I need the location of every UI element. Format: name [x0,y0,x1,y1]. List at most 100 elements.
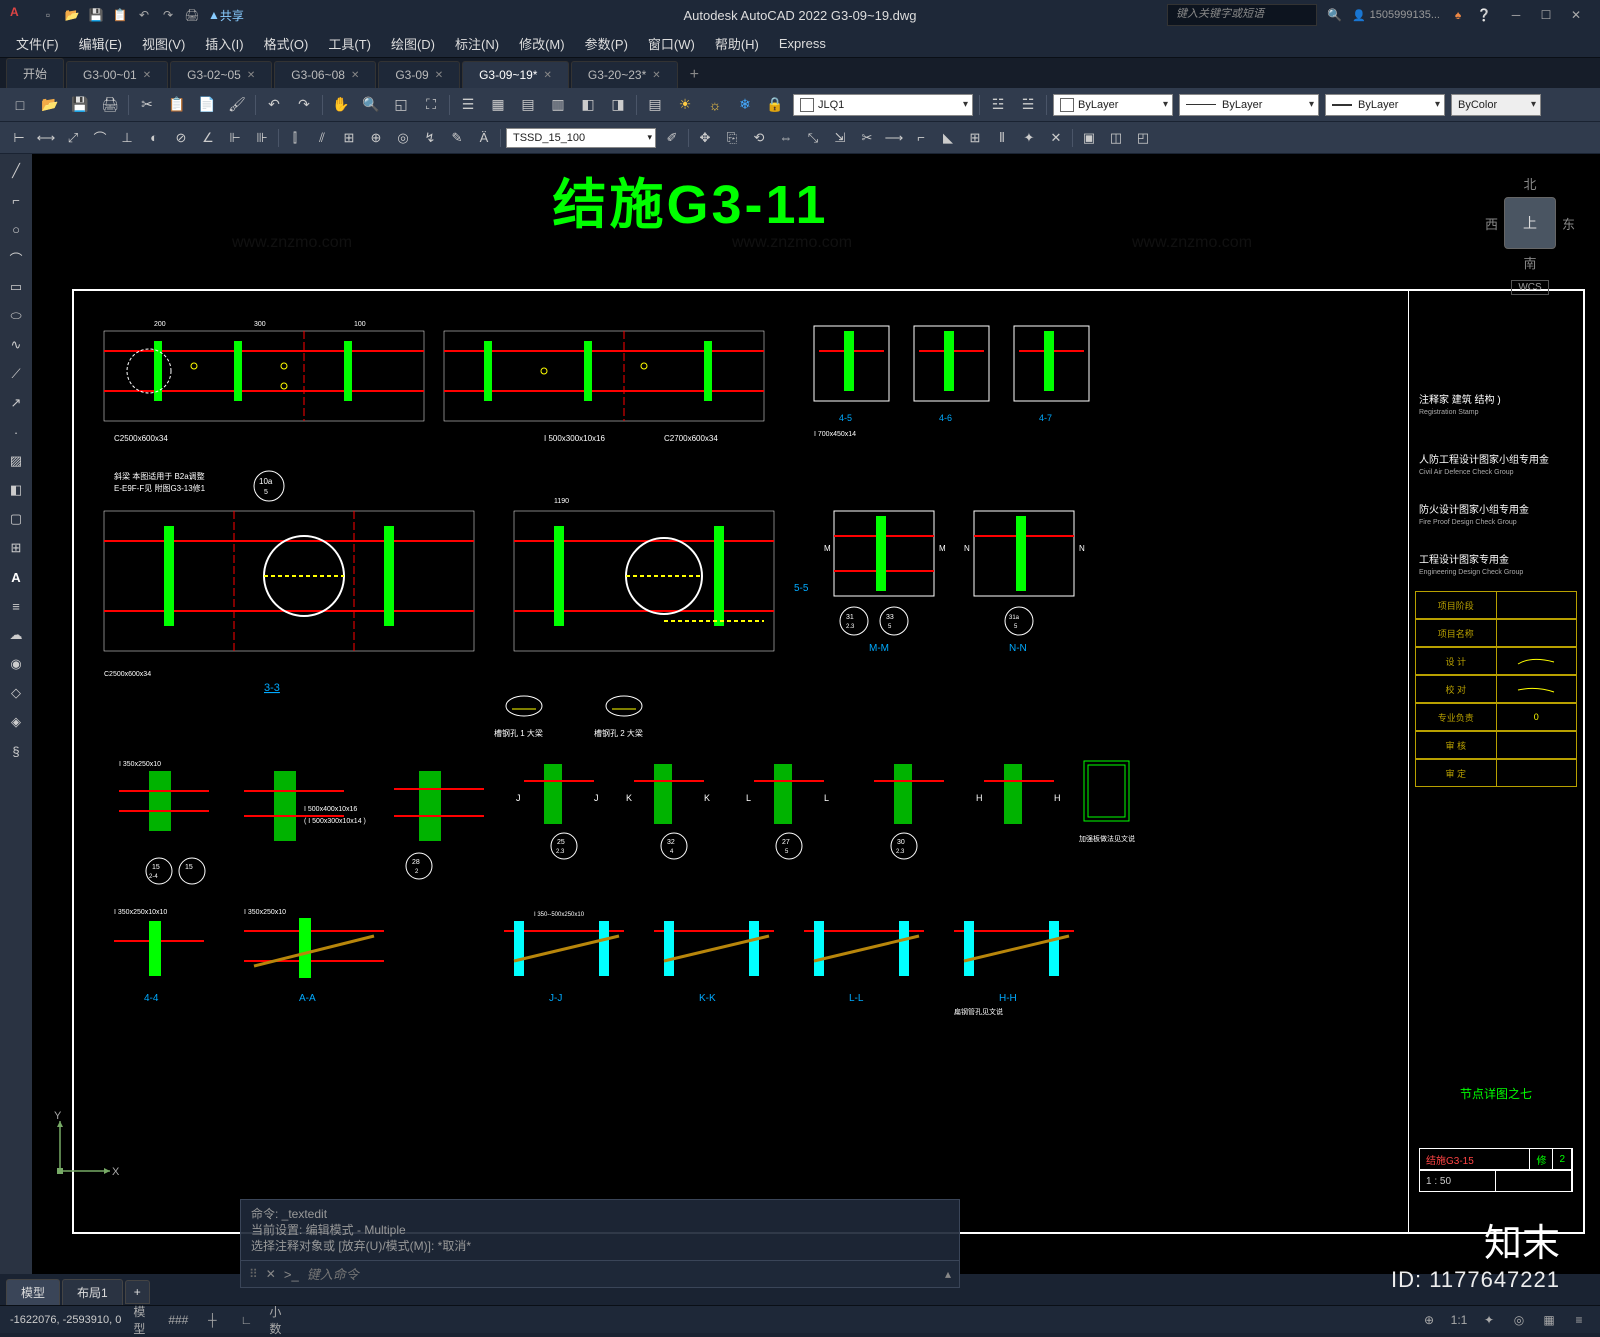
qcalc-icon[interactable]: ◨ [606,93,630,117]
tolerance-icon[interactable]: ⊞ [338,127,360,149]
zoomext-icon[interactable]: ⛶ [419,93,443,117]
dimstyle-icon[interactable]: ✐ [661,127,683,149]
plotstyle-dropdown[interactable]: ByColor [1451,94,1541,116]
region-icon[interactable]: ▢ [3,506,29,532]
close-icon[interactable]: ✕ [247,70,255,81]
point-icon[interactable]: · [3,419,29,445]
dimang-icon[interactable]: ∠ [197,127,219,149]
close-icon[interactable]: ✕ [543,70,551,81]
ucs-icon[interactable]: X Y [50,1111,120,1184]
coordinate-readout[interactable]: -1622076, -2593910, 0 [10,1314,121,1326]
cmd-recent-icon[interactable]: ▴ [945,1267,951,1281]
undo-icon[interactable]: ↶ [262,93,286,117]
units-button[interactable]: 小数 [269,1309,291,1331]
zoomwin-icon[interactable]: ◱ [389,93,413,117]
help-icon[interactable]: ❔ [1476,7,1492,23]
command-input[interactable] [307,1267,937,1282]
dimbase-icon[interactable]: ⊩ [224,127,246,149]
close-button[interactable]: ✕ [1562,5,1590,25]
ray-icon[interactable]: ↗ [3,390,29,416]
menu-draw[interactable]: 绘图(D) [381,30,445,57]
fillet-icon[interactable]: ⌐ [910,127,932,149]
qat-new-icon[interactable]: ▫ [40,7,56,23]
donut-icon[interactable]: ◉ [3,651,29,677]
inspect-icon[interactable]: ◎ [392,127,414,149]
zoom-icon[interactable]: 🔍 [359,93,383,117]
dimedit-icon[interactable]: ✎ [446,127,468,149]
status-icon[interactable]: ⊕ [1418,1309,1440,1331]
mline-icon[interactable]: ≡ [3,593,29,619]
dimbreak-icon[interactable]: ⫽ [311,127,333,149]
plot-icon[interactable]: 🖨 [98,93,122,117]
new-icon[interactable]: □ [8,93,32,117]
qat-redo-icon[interactable]: ↷ [160,7,176,23]
save-icon[interactable]: 💾 [68,93,92,117]
circle-icon[interactable]: ○ [3,216,29,242]
qat-open-icon[interactable]: 📂 [64,7,80,23]
annoscale-button[interactable]: 1:1 [1448,1309,1470,1331]
xline-icon[interactable]: ⟋ [3,361,29,387]
wcs-label[interactable]: WCS [1511,280,1548,295]
wipeout-icon[interactable]: ◈ [3,709,29,735]
cmd-close-icon[interactable]: ✕ [266,1267,276,1281]
qat-plot-icon[interactable]: 🖨 [184,7,200,23]
trim-icon[interactable]: ✂ [856,127,878,149]
qat-saveas-icon[interactable]: 📋 [112,7,128,23]
menu-file[interactable]: 文件(F) [6,30,69,57]
spline-icon[interactable]: ∿ [3,332,29,358]
close-icon[interactable]: ✕ [435,70,443,81]
status-icon[interactable]: ▦ [1538,1309,1560,1331]
layermatch-icon[interactable]: ☱ [1016,93,1040,117]
file-tab[interactable]: G3-00~01✕ [66,61,168,88]
color-dropdown[interactable]: ByLayer [1053,94,1173,116]
stretch-icon[interactable]: ⇲ [829,127,851,149]
status-icon[interactable]: ◎ [1508,1309,1530,1331]
ellipse-icon[interactable]: ⬭ [3,303,29,329]
erase-icon[interactable]: ✕ [1045,127,1067,149]
layout-tab[interactable]: 布局1 [62,1279,123,1306]
dimstyle-dropdown[interactable]: TSSD_15_100 [506,128,656,148]
block-icon[interactable]: ▣ [1078,127,1100,149]
extend-icon[interactable]: ⟶ [883,127,905,149]
model-tab[interactable]: 模型 [6,1279,60,1306]
layerstools-icon[interactable]: ☳ [986,93,1010,117]
close-icon[interactable]: ✕ [351,70,359,81]
close-icon[interactable]: ✕ [143,70,151,81]
dimlin-icon[interactable]: ⟷ [35,127,57,149]
status-icon[interactable]: ✦ [1478,1309,1500,1331]
bedit-icon[interactable]: ◰ [1132,127,1154,149]
menu-express[interactable]: Express [769,32,836,55]
revcloud-icon[interactable]: ☁ [3,622,29,648]
explode-icon[interactable]: ✦ [1018,127,1040,149]
file-tab-active[interactable]: G3-09~19*✕ [462,61,569,88]
menu-edit[interactable]: 编辑(E) [69,30,132,57]
open-icon[interactable]: 📂 [38,93,62,117]
new-tab-button[interactable]: + [680,62,709,88]
minimize-button[interactable]: ─ [1502,5,1530,25]
file-tab[interactable]: G3-02~05✕ [170,61,272,88]
menu-window[interactable]: 窗口(W) [638,30,705,57]
menu-tools[interactable]: 工具(T) [318,30,381,57]
autodesk-app-icon[interactable]: ♠ [1450,7,1466,23]
dimarc-icon[interactable]: ⌒ [89,127,111,149]
chamfer-icon[interactable]: ◣ [937,127,959,149]
search-icon[interactable]: 🔍 [1327,8,1342,22]
dimord-icon[interactable]: ⊥ [116,127,138,149]
dim-icon[interactable]: ⊢ [8,127,30,149]
ortho-icon[interactable]: ∟ [235,1309,257,1331]
dimtedit-icon[interactable]: Ä [473,127,495,149]
sheets-icon[interactable]: ▥ [546,93,570,117]
properties-icon[interactable]: ☰ [456,93,480,117]
menu-insert[interactable]: 插入(I) [195,30,253,57]
command-input-bar[interactable]: ⠿ ✕ >_ ▴ [240,1260,960,1288]
dimjog-icon[interactable]: ↯ [419,127,441,149]
offset-icon[interactable]: ⫴ [991,127,1013,149]
file-tab[interactable]: G3-06~08✕ [274,61,376,88]
mtext-icon[interactable]: A [3,564,29,590]
close-icon[interactable]: ✕ [652,70,660,81]
toolpalette-icon[interactable]: ▤ [516,93,540,117]
scale-icon[interactable]: ⤡ [802,127,824,149]
menu-help[interactable]: 帮助(H) [705,30,769,57]
cut-icon[interactable]: ✂ [135,93,159,117]
copy-icon[interactable]: 📋 [165,93,189,117]
